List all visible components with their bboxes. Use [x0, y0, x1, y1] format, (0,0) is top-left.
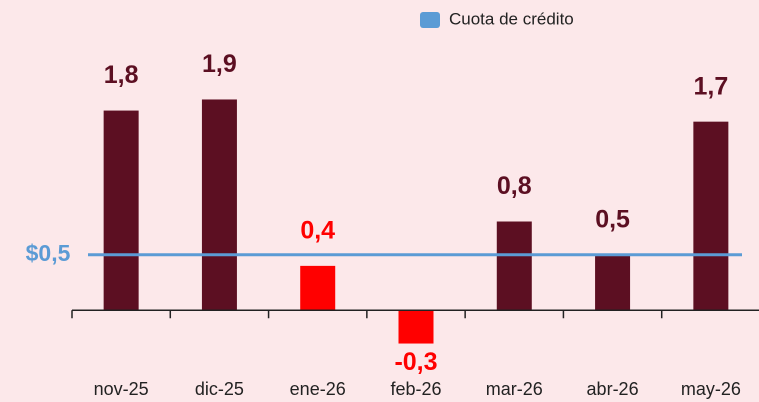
value-label: 1,7: [693, 72, 728, 100]
bar: [103, 110, 139, 311]
bar: [693, 121, 729, 311]
x-tick-label: may-26: [681, 379, 741, 399]
value-label: 1,9: [202, 50, 237, 78]
value-label: 0,8: [497, 172, 532, 200]
x-tick-label: abr-26: [587, 379, 639, 399]
bar: [496, 221, 532, 311]
value-label: 1,8: [104, 61, 139, 89]
x-tick-label: ene-26: [290, 379, 346, 399]
x-tick-label: mar-26: [486, 379, 543, 399]
x-tick-label: nov-25: [94, 379, 149, 399]
x-tick-label: dic-25: [195, 379, 244, 399]
value-label: -0,3: [394, 348, 437, 376]
bar: [595, 254, 631, 311]
x-tick-label: feb-26: [390, 379, 441, 399]
bar: [300, 265, 336, 311]
reference-label: $0,5: [26, 240, 71, 266]
bar: [398, 310, 434, 344]
value-label: 0,4: [300, 216, 335, 244]
legend-label: Cuota de crédito: [449, 9, 574, 28]
legend-swatch: [420, 12, 440, 28]
bar: [201, 99, 237, 311]
value-label: 0,5: [595, 205, 630, 233]
